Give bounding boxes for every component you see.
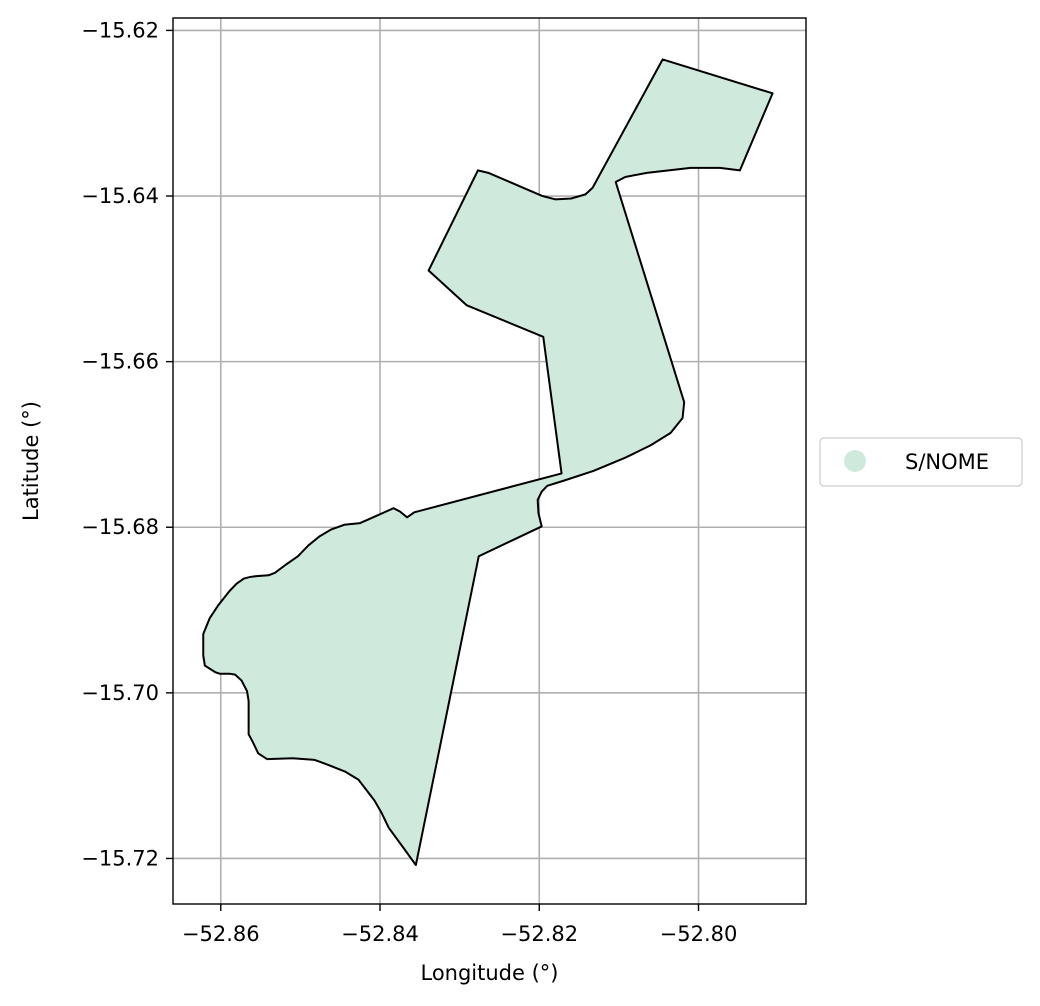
legend-label: S/NOME [905,450,989,474]
y-tick-label: −15.66 [81,350,159,374]
x-tick-label: −52.84 [341,922,419,946]
y-axis-label: Latitude (°) [19,401,43,521]
x-axis-label: Longitude (°) [420,961,558,985]
axis-ticks: −52.86 −52.84 −52.82 −52.80 −15.62 −15.64 −15.… [81,18,737,946]
legend-marker [844,450,866,472]
x-tick-label: −52.80 [660,922,738,946]
x-tick-label: −52.82 [500,922,578,946]
plot-frame [172,17,807,905]
y-tick-label: −15.64 [81,184,159,208]
y-tick-label: −15.62 [81,18,159,42]
legend: S/NOME [819,437,1023,487]
y-tick-label: −15.70 [81,681,159,705]
y-tick-label: −15.72 [81,846,159,870]
region-polygon-s-nome [202,58,774,867]
x-tick-label: −52.86 [182,922,260,946]
map-shapes [202,58,774,867]
legend-box [819,437,1023,487]
y-tick-label: −15.68 [81,515,159,539]
